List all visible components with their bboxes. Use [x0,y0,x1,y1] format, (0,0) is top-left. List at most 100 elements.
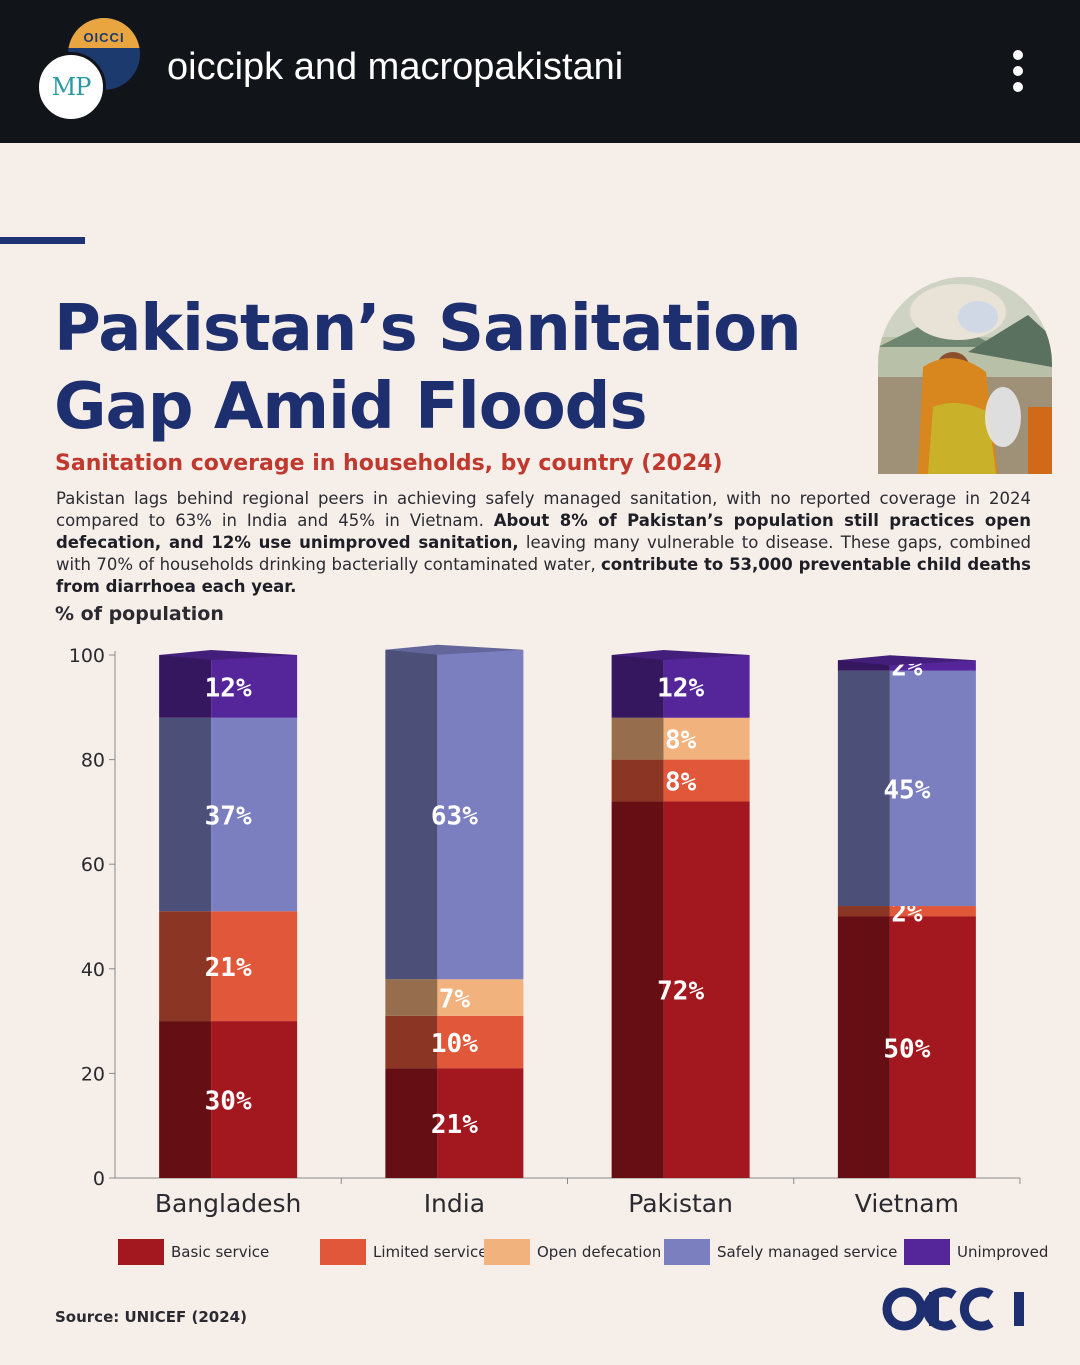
menu-dot [1013,66,1023,76]
chart-legend: Basic service Limited service Open defecat… [118,1238,1048,1266]
legend-item: Basic service [118,1238,269,1266]
macropakistani-avatar[interactable]: MP [36,52,106,122]
chart-subtitle: Sanitation coverage in households, by co… [55,451,723,476]
bar-segment [663,801,750,1178]
description-part-2: leaving many vulnerable to disease. Thes… [56,533,1031,574]
bar-segment-side [159,717,212,912]
data-label: 7% [439,985,471,1015]
bar-segment [437,649,524,980]
bar-segment-side [385,979,438,1016]
bar-segment [211,911,298,1022]
data-label: 21% [431,1110,478,1140]
avatar-band [68,18,140,48]
data-label: 8% [665,726,697,756]
title-line-1: Pakistan’s Sanitation [54,292,802,366]
legend-label: Open defecation [537,1243,662,1261]
description-text: Pakistan lags behind regional peers in a… [56,488,1031,598]
bar-segment-side [385,1015,438,1069]
legend-label: Safely managed service [717,1243,898,1261]
y-axis-label: % of population [55,603,224,625]
flood-photo [878,277,1052,474]
bar-segment [663,655,750,718]
flood-photo-illustration [878,277,1052,474]
avatar-back-text: OICCI [83,30,125,45]
legend-item: Safely managed service [664,1238,897,1266]
y-tick-label: 80 [81,750,105,772]
data-label: 72% [657,977,704,1007]
data-label: 50% [883,1034,930,1064]
bar-segment [211,1021,298,1178]
x-category-label: Bangladesh [155,1189,302,1218]
bar-segment-side [837,660,890,671]
description-bold-1: About 8% of Pakistan’s population still … [56,511,1031,552]
bar-top-cap [385,644,524,655]
legend-swatch [484,1239,530,1265]
description-bold-2: contribute to 53,000 preventable child d… [56,555,1031,596]
oicci-logo [882,1287,1024,1331]
post-header: OICCI MP oiccipk and macropakistani [0,0,1080,143]
legend-swatch [664,1239,710,1265]
bar-segment-side [611,655,664,718]
source-note: Source: UNICEF (2024) [55,1308,247,1326]
bar-segment-side [611,717,664,760]
accent-line [0,237,85,244]
legend-item: Open defecation [484,1238,661,1266]
data-label: 8% [665,768,697,798]
data-label: 30% [205,1087,252,1117]
bar-segment [889,660,976,671]
x-category-label: Pakistan [628,1189,733,1218]
y-tick-label: 0 [93,1168,105,1190]
data-label: 10% [431,1029,478,1059]
bar-segment [437,979,524,1016]
description-part-1: Pakistan lags behind regional peers in a… [56,489,1031,530]
data-label: 12% [657,673,704,703]
bar-segment [437,1015,524,1069]
bar-segment-side [611,759,664,802]
bar-segment-side [159,655,212,718]
y-tick-label: 100 [69,645,105,667]
bar-segment [889,916,976,1178]
bar-segment-side [385,649,438,980]
avatar-front-text: MP [51,73,92,101]
bar-segment-side [385,1068,438,1178]
bar-top-cap [159,650,298,660]
x-category-label: India [424,1189,485,1218]
legend-item: Limited service [320,1238,487,1266]
bar-segment-side [837,906,890,917]
legend-label: Unimproved [957,1243,1049,1261]
legend-swatch [118,1239,164,1265]
menu-dot [1013,50,1023,60]
legend-swatch [904,1239,950,1265]
bar-segment-side [159,1021,212,1178]
y-tick-label: 40 [81,959,105,981]
bar-segment [889,670,976,907]
bar-segment [889,906,976,917]
stacked-bar-chart: 0 20 40 60 80 100 30% 21% 37% 12% Bangladesh 21% 10%… [69,644,1021,1218]
more-vertical-icon[interactable] [1008,48,1028,94]
legend-label: Limited service [373,1243,488,1261]
x-category-label: Vietnam [855,1189,959,1218]
bar-segment-side [611,801,664,1178]
legend-label: Basic service [171,1243,270,1261]
data-label: 45% [883,775,930,805]
menu-dot [1013,82,1023,92]
data-label: 37% [205,802,252,832]
post-usernames[interactable]: oiccipk and macropakistani [167,46,624,88]
bar-segment [211,717,298,912]
title-line-2: Gap Amid Floods [54,370,648,444]
data-label: 12% [205,673,252,703]
data-label: 21% [205,953,252,983]
bar-segment [663,759,750,802]
bar-segment [211,655,298,718]
legend-swatch [320,1239,366,1265]
bar-segment-side [837,916,890,1178]
infographic-title: Pakistan’s Sanitation Gap Amid Floods [54,290,854,446]
y-tick-label: 20 [81,1063,105,1085]
bar-segment [437,1068,524,1178]
bar-segment [663,717,750,760]
y-tick-label: 60 [81,854,105,876]
bar-top-cap [837,655,976,666]
bar-segment-side [837,670,890,907]
bar-segment-side [159,911,212,1022]
data-label: 63% [431,802,478,832]
